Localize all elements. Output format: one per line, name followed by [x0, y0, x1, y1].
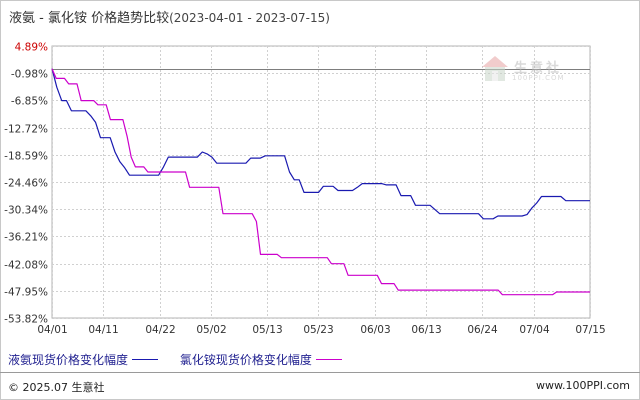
legend-swatch-series-1: [132, 359, 159, 360]
y-tick-label: -53.82%: [4, 314, 48, 326]
y-tick-label: -47.95%: [4, 287, 48, 299]
legend-item-series-1: 液氨现货价格变化幅度: [8, 351, 159, 368]
chart-title: 液氨 - 氯化铵 价格趋势比较(2023-04-01 - 2023-07-15): [9, 7, 330, 26]
x-tick-label: 07/04: [519, 324, 550, 336]
legend-item-series-2: 氯化铵现货价格变化幅度: [180, 351, 342, 368]
x-tick-label: 07/15: [575, 324, 605, 336]
footer-copyright: © 2025.07 生意社: [8, 381, 105, 394]
x-tick-label: 06/03: [360, 324, 390, 336]
title-date-range: (2023-04-01 - 2023-07-15): [169, 11, 330, 25]
y-tick-label: -24.46%: [4, 178, 48, 190]
y-tick-label: -42.08%: [4, 260, 48, 272]
x-tick-label: 04/01: [37, 324, 67, 336]
footer-url[interactable]: www.100PPI.com: [536, 379, 630, 392]
y-tick-label: -12.72%: [4, 124, 48, 136]
footer-divider: [0, 372, 640, 373]
x-tick-label: 06/24: [467, 324, 498, 336]
series-line-1: [51, 68, 590, 220]
watermark-url: 100PPI.COM: [512, 74, 565, 82]
legend-swatch-series-2: [315, 359, 342, 360]
y-tick-label: -18.59%: [4, 151, 48, 163]
y-tick-label: -30.34%: [4, 205, 48, 217]
series-line-2: [51, 68, 590, 296]
x-tick-label: 04/11: [88, 324, 118, 336]
chart-legend: 液氨现货价格变化幅度 氯化铵现货价格变化幅度: [8, 351, 360, 367]
watermark-logo: 生意社 100PPI.COM: [480, 54, 580, 88]
watermark-text: 生意社: [514, 61, 563, 76]
y-tick-label: -36.21%: [4, 232, 48, 244]
x-tick-label: 04/22: [145, 324, 175, 336]
title-text: 液氨 - 氯化铵 价格趋势比较: [9, 11, 170, 26]
y-tick-label: -6.85%: [11, 96, 48, 108]
legend-label-series-1: 液氨现货价格变化幅度: [8, 353, 129, 367]
x-tick-label: 05/23: [303, 324, 333, 336]
x-tick-label: 05/13: [252, 324, 282, 336]
x-tick-label: 05/02: [196, 324, 226, 336]
x-tick-label: 06/13: [411, 324, 441, 336]
y-tick-label: -0.98%: [11, 69, 48, 81]
legend-label-series-2: 氯化铵现货价格变化幅度: [179, 353, 312, 367]
house-logo-icon: [482, 56, 508, 81]
y-tick-label: 4.89%: [15, 42, 48, 54]
